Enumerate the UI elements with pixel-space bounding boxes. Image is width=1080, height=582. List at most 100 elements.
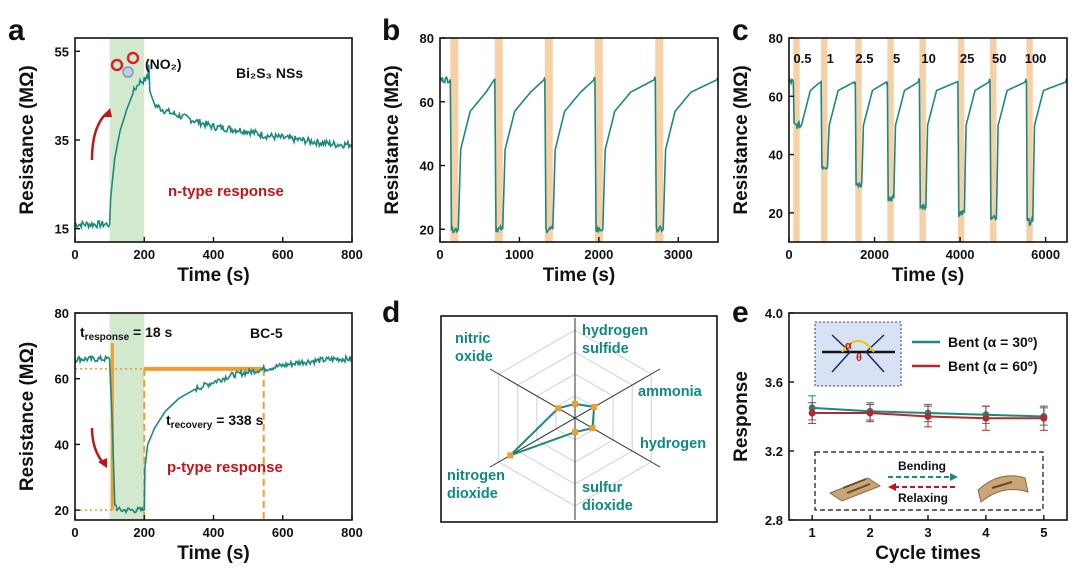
x-tick-label: 0 [71,247,78,262]
concentration-label: 25 [960,51,974,66]
bi2s3-label: Bi₂S₃ NSs [236,65,303,81]
x-tick-label: 400 [203,247,225,262]
left-arrow-icon [888,483,896,491]
chart-c: 0.5 1 2.5 5 10 25 50 100 0 2000 4000 6000 20 40 60 80 Ti… [731,31,1068,286]
panel-label-b: b [382,14,400,47]
exposure-band [855,38,862,242]
x-tick-label: 0 [436,247,443,262]
radar-axis-label: nitrogen [447,468,505,484]
data-point [1040,414,1048,422]
concentration-label: 1 [827,51,834,66]
bending-label: Bending [898,459,946,473]
chart-e: 1 2 3 4 5 2.8 3.2 3.6 4.0 Cycle times Response Bent… [731,306,1068,564]
exposure-band [494,38,503,242]
radar-axis-diag2 [489,368,661,468]
x-tick-label: 200 [133,525,155,540]
exposure-band [887,38,894,242]
exposure-band [655,38,664,242]
x-axis-label: Time (s) [177,265,250,286]
concentration-label: 50 [992,51,1006,66]
radar-axis-label: ammonia [638,384,703,400]
t-recovery-label: trecovery = 338 s [166,412,264,431]
x-tick-label: 5 [1040,525,1047,540]
concentration-label: 0.5 [793,51,811,66]
x-tick-label: 3 [924,525,931,540]
y-tick-label: 35 [55,133,69,148]
radar-axis-label: hydrogen [640,436,706,452]
radar-axis-label: oxide [455,349,493,365]
series-line [788,77,1068,227]
y-axis-label: Response [731,371,752,462]
exposure-band [594,38,603,242]
y-axis-label: Resistance (MΩ) [731,65,752,214]
exposure-band [821,38,828,242]
y-tick-label: 15 [55,222,69,237]
exposure-band [793,38,800,242]
y-tick-label: 55 [55,44,69,59]
up-arrowhead-icon [103,108,112,117]
concentration-label: 10 [921,51,935,66]
x-tick-label: 600 [272,247,294,262]
radar-point [572,400,578,407]
chart-b: 0 1000 2000 3000 20 40 60 80 Time (s) Resistance … [382,31,719,286]
x-tick-label: 2 [866,525,873,540]
radar-point [591,404,598,410]
x-tick-label: 4 [982,525,990,540]
x-tick-label: 600 [272,525,294,540]
x-tick-label: 4000 [946,247,975,262]
panel-label-a: a [8,14,25,47]
x-axis-label: Cycle times [875,543,981,564]
plot-frame [439,37,719,243]
plot-frame [788,37,1068,243]
radar-axis-label: sulfide [582,341,629,357]
x-tick-label: 800 [341,247,363,262]
radar-axis-label: dioxide [447,486,498,502]
up-arrow-icon [90,111,109,161]
radar-point [507,452,514,459]
x-tick-label: 1000 [505,247,534,262]
bent-sensor-icon [977,475,1029,503]
x-tick-label: 0 [785,247,792,262]
y-tick-label: 40 [55,437,69,452]
chart-d-radar: hydrogen sulfide ammonia hydrogen sulfur diox… [440,315,718,523]
y-tick-label: 40 [769,148,783,163]
x-tick-label: 2000 [860,247,889,262]
y-tick-label: 20 [420,222,434,237]
relaxing-label: Relaxing [898,491,948,505]
x-axis-label: Time (s) [543,265,616,286]
alpha-label: α [845,340,852,352]
y-tick-label: 3.2 [765,444,783,459]
legend-label: Bent (α = 60º) [948,358,1038,374]
exposure-band [990,38,997,242]
panel-label-e: e [732,296,749,329]
x-tick-label: 3000 [664,247,693,262]
concentration-label: 5 [893,51,900,66]
x-tick-label: 1 [809,525,816,540]
x-tick-label: 6000 [1031,247,1060,262]
radar-point [572,429,578,436]
ntype-label: n-type response [168,183,284,200]
y-tick-label: 40 [420,159,434,174]
down-arrow-icon [90,427,105,465]
exposure-band [1026,38,1033,242]
x-tick-label: 200 [133,247,155,262]
data-point [866,409,874,417]
radar-axis-label: nitric [455,331,490,347]
exposure-band [957,38,965,242]
down-arrowhead-icon [98,458,107,468]
x-axis-label: Time (s) [177,543,250,564]
data-point [924,413,932,420]
t-response-label: tresponse = 18 s [80,324,173,343]
series-line [74,353,353,515]
radar-point [589,425,596,432]
y-tick-label: 3.6 [765,375,783,390]
y-axis-label: Resistance (MΩ) [382,65,403,214]
y-tick-label: 20 [769,206,783,221]
exposure-band [919,38,926,242]
y-tick-label: 60 [55,372,69,387]
x-axis-label: Time (s) [892,265,965,286]
y-axis-label: Resistance (MΩ) [17,65,38,214]
no2-label: (NO₂) [145,56,182,72]
bending-angle-inset: α θ [814,321,902,387]
